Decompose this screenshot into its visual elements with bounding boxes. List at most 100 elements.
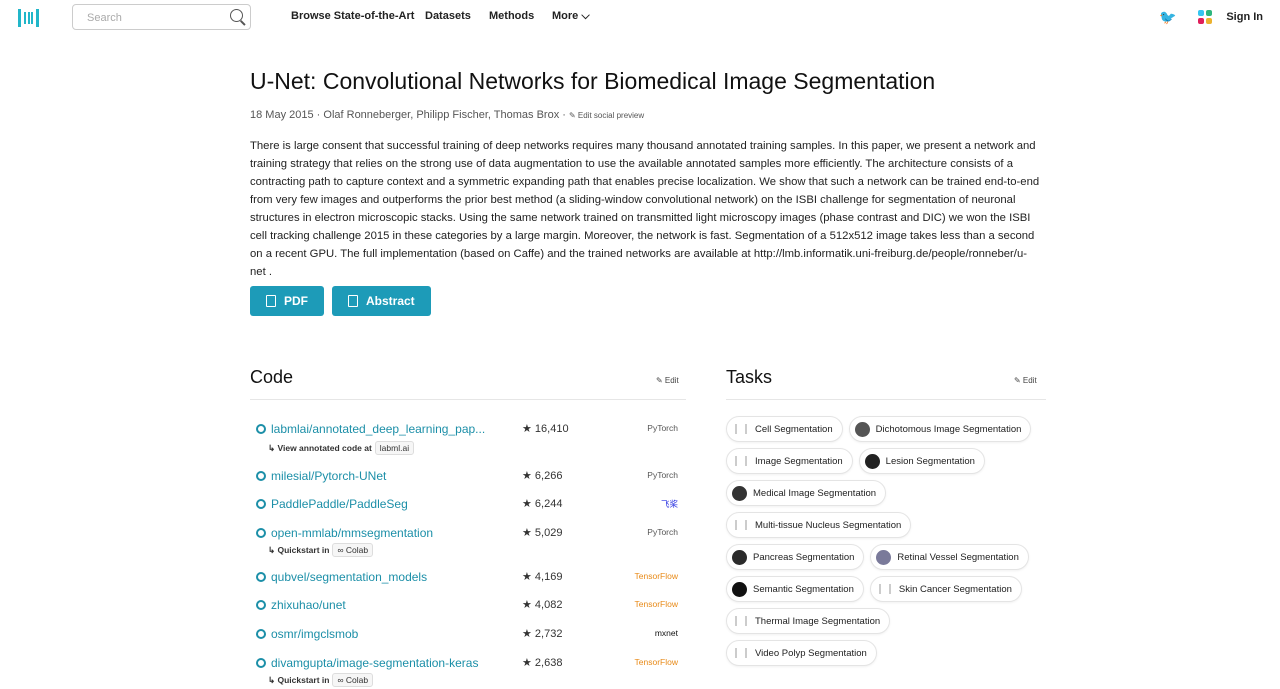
paper-abstract: There is large consent that successful t… bbox=[250, 140, 1040, 278]
nav-methods[interactable]: Methods bbox=[489, 10, 535, 22]
task-label: Multi-tissue Nucleus Segmentation bbox=[755, 519, 902, 531]
task-pill[interactable]: Retinal Vessel Segmentation bbox=[870, 544, 1029, 570]
task-label: Medical Image Segmentation bbox=[753, 487, 877, 499]
slack-icon[interactable] bbox=[1198, 10, 1212, 24]
code-subline: ↳ Quickstart in ∞ Colab bbox=[268, 543, 374, 557]
task-thumbnail-icon bbox=[732, 549, 747, 565]
task-pill[interactable]: Semantic Segmentation bbox=[726, 576, 864, 602]
repo-link[interactable]: PaddlePaddle/PaddleSeg bbox=[271, 497, 408, 511]
abstract-label: Abstract bbox=[366, 294, 415, 308]
search-icon[interactable] bbox=[230, 9, 243, 22]
paper-date: 18 May 2015 bbox=[250, 109, 314, 121]
code-row: milesial/Pytorch-UNet ★ 6,266 PyTorch bbox=[256, 469, 686, 483]
task-placeholder-icon bbox=[735, 456, 747, 466]
task-pill[interactable]: Pancreas Segmentation bbox=[726, 544, 865, 570]
edit-social-preview[interactable]: ✎ Edit social preview bbox=[568, 111, 645, 120]
github-icon bbox=[256, 629, 266, 639]
task-pill[interactable]: Cell Segmentation bbox=[726, 416, 843, 442]
task-pill[interactable]: Video Polyp Segmentation bbox=[726, 640, 877, 666]
subline-tag[interactable]: ∞ Colab bbox=[332, 673, 374, 687]
github-icon bbox=[256, 424, 266, 434]
task-placeholder-icon bbox=[735, 520, 747, 530]
repo-link[interactable]: qubvel/segmentation_models bbox=[271, 570, 428, 584]
task-label: Thermal Image Segmentation bbox=[755, 615, 881, 627]
star-count: ★ 5,029 bbox=[522, 527, 563, 539]
task-thumbnail-icon bbox=[732, 581, 747, 597]
paper-meta: 18 May 2015 · Olaf Ronneberger, Philipp … bbox=[250, 109, 645, 121]
task-thumbnail-icon bbox=[876, 549, 892, 565]
code-row: zhixuhao/unet ★ 4,082 TensorFlow bbox=[256, 598, 686, 612]
abstract-button[interactable]: Abstract bbox=[332, 286, 431, 316]
tasks-edit-link[interactable]: ✎ Edit bbox=[1014, 376, 1037, 385]
code-edit-link[interactable]: ✎ Edit bbox=[656, 376, 679, 385]
task-thumbnail-icon bbox=[854, 421, 870, 437]
star-count: ★ 2,638 bbox=[522, 657, 563, 669]
subline-text: ↳ Quickstart in bbox=[268, 675, 330, 685]
task-pill[interactable]: Medical Image Segmentation bbox=[726, 480, 887, 506]
framework-logo: TensorFlow bbox=[634, 571, 678, 581]
repo-link[interactable]: zhixuhao/unet bbox=[271, 598, 346, 612]
task-thumbnail-icon bbox=[864, 453, 880, 469]
code-row: osmr/imgclsmob ★ 2,732 mxnet bbox=[256, 627, 686, 641]
code-row: PaddlePaddle/PaddleSeg ★ 6,244 飞桨 bbox=[256, 497, 686, 511]
star-count: ★ 6,244 bbox=[522, 498, 563, 510]
task-label: Retinal Vessel Segmentation bbox=[897, 551, 1019, 563]
github-icon bbox=[256, 572, 266, 582]
divider bbox=[250, 399, 686, 400]
task-label: Lesion Segmentation bbox=[885, 455, 975, 467]
task-placeholder-icon bbox=[735, 616, 747, 626]
star-count: ★ 16,410 bbox=[522, 423, 569, 435]
task-label: Cell Segmentation bbox=[755, 423, 833, 435]
task-pill[interactable]: Multi-tissue Nucleus Segmentation bbox=[726, 512, 912, 538]
framework-logo: PyTorch bbox=[647, 470, 678, 480]
sign-in-link[interactable]: Sign In bbox=[1226, 11, 1263, 23]
github-icon bbox=[256, 600, 266, 610]
github-icon bbox=[256, 499, 266, 509]
task-pill[interactable]: Image Segmentation bbox=[726, 448, 853, 474]
framework-logo: 飞桨 bbox=[660, 499, 678, 509]
task-pill[interactable]: Dichotomous Image Segmentation bbox=[848, 416, 1032, 442]
repo-link[interactable]: open-mmlab/mmsegmentation bbox=[271, 526, 434, 540]
repo-link[interactable]: osmr/imgclsmob bbox=[271, 627, 359, 641]
pdf-label: PDF bbox=[284, 294, 308, 308]
repo-link[interactable]: milesial/Pytorch-UNet bbox=[271, 469, 387, 483]
task-label: Dichotomous Image Segmentation bbox=[875, 423, 1022, 435]
task-pill[interactable]: Lesion Segmentation bbox=[858, 448, 985, 474]
subline-tag[interactable]: ∞ Colab bbox=[332, 543, 374, 557]
subline-tag[interactable]: labml.ai bbox=[374, 441, 415, 455]
framework-logo: mxnet bbox=[654, 628, 678, 638]
pdf-button[interactable]: PDF bbox=[250, 286, 324, 316]
search-placeholder: Search bbox=[87, 12, 122, 24]
code-subline: ↳ View annotated code at labml.ai bbox=[268, 441, 415, 455]
code-subline: ↳ Quickstart in ∞ Colab bbox=[268, 673, 374, 687]
code-row: divamgupta/image-segmentation-keras ★ 2,… bbox=[256, 656, 686, 687]
framework-logo: TensorFlow bbox=[634, 599, 678, 609]
task-pill[interactable]: Thermal Image Segmentation bbox=[726, 608, 891, 634]
paper-authors[interactable]: Olaf Ronneberger, Philipp Fischer, Thoma… bbox=[323, 109, 560, 121]
framework-logo: TensorFlow bbox=[634, 657, 678, 667]
task-placeholder-icon bbox=[735, 648, 747, 658]
nav-browse-sota[interactable]: Browse State-of-the-Art bbox=[291, 10, 415, 22]
twitter-icon[interactable]: 🐦 bbox=[1159, 9, 1177, 25]
nav-datasets[interactable]: Datasets bbox=[425, 10, 471, 22]
github-icon bbox=[256, 471, 266, 481]
subline-text: ↳ View annotated code at bbox=[268, 443, 372, 453]
task-list: Cell Segmentation Dichotomous Image Segme… bbox=[726, 416, 1046, 666]
task-label: Video Polyp Segmentation bbox=[755, 647, 867, 659]
task-pill[interactable]: Skin Cancer Segmentation bbox=[869, 576, 1022, 602]
repo-link[interactable]: divamgupta/image-segmentation-keras bbox=[271, 656, 479, 670]
task-placeholder-icon bbox=[735, 424, 747, 434]
repo-link[interactable]: labmlai/annotated_deep_learning_pap... bbox=[271, 422, 486, 436]
code-row: qubvel/segmentation_models ★ 4,169 Tenso… bbox=[256, 570, 686, 584]
nav-more[interactable]: More ⌵ bbox=[552, 10, 590, 22]
code-title: Code bbox=[250, 367, 294, 387]
task-label: Image Segmentation bbox=[755, 455, 843, 467]
search-input[interactable]: Search bbox=[72, 4, 251, 30]
logo[interactable] bbox=[18, 9, 39, 27]
task-label: Semantic Segmentation bbox=[753, 583, 854, 595]
pdf-icon bbox=[266, 295, 276, 307]
document-icon bbox=[348, 295, 358, 307]
star-count: ★ 4,169 bbox=[522, 571, 563, 583]
framework-logo: PyTorch bbox=[647, 527, 678, 537]
task-label: Skin Cancer Segmentation bbox=[898, 583, 1012, 595]
